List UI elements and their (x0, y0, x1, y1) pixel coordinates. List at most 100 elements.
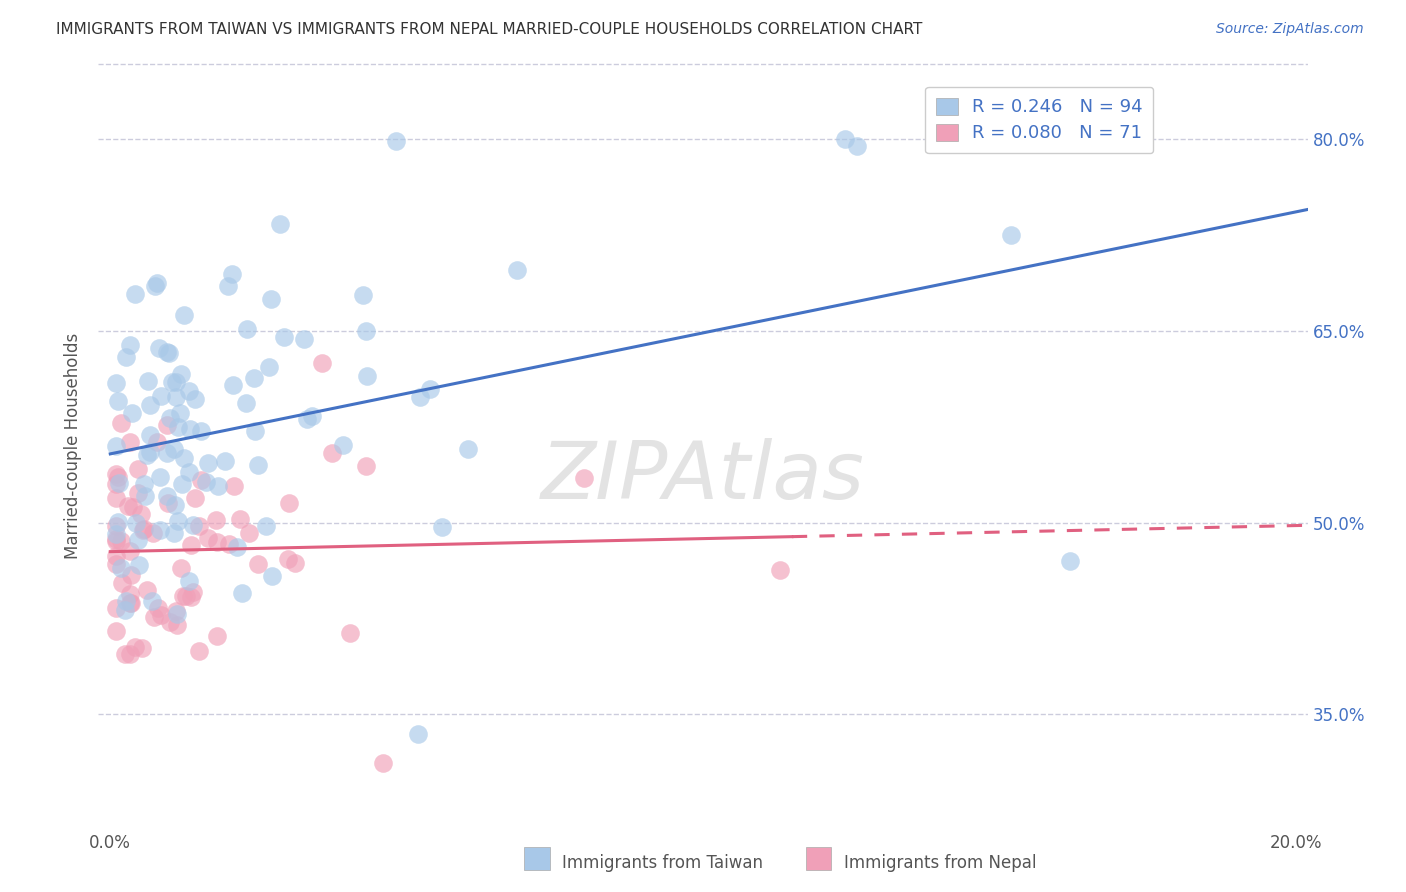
Text: Immigrants from Taiwan: Immigrants from Taiwan (562, 855, 763, 872)
Point (352, 288, 374, 302)
Point (294, 332, 316, 346)
Point (105, 558, 128, 572)
Point (105, 601, 128, 615)
Point (156, 417, 179, 432)
Point (143, 279, 166, 293)
Point (118, 338, 141, 352)
Point (124, 287, 146, 301)
Point (205, 535, 228, 549)
Point (214, 454, 236, 468)
Point (120, 647, 142, 661)
Y-axis label: Married-couple Households: Married-couple Households (65, 333, 83, 559)
FancyBboxPatch shape (806, 847, 831, 870)
Point (105, 532, 128, 546)
Point (166, 420, 188, 434)
Point (149, 607, 172, 622)
Point (120, 596, 142, 610)
Point (131, 641, 153, 656)
Point (149, 469, 172, 483)
Point (110, 560, 132, 574)
Point (229, 511, 252, 525)
Point (165, 604, 187, 618)
Point (156, 446, 179, 460)
Text: ZIPAtlas: ZIPAtlas (541, 438, 865, 516)
Point (269, 217, 291, 231)
Point (114, 593, 136, 607)
Point (107, 393, 129, 408)
Point (105, 624, 128, 638)
Point (1059, 554, 1081, 568)
Point (125, 516, 148, 530)
Point (184, 491, 207, 505)
Point (172, 477, 194, 491)
Point (165, 375, 187, 389)
Point (222, 377, 245, 392)
Point (163, 525, 186, 540)
Point (163, 442, 186, 456)
Point (432, 519, 454, 533)
Point (419, 382, 441, 396)
Legend: R = 0.246   N = 94, R = 0.080   N = 71: R = 0.246 N = 94, R = 0.080 N = 71 (925, 87, 1153, 153)
Point (118, 587, 141, 601)
Point (156, 345, 179, 359)
Point (260, 569, 283, 583)
Point (114, 603, 136, 617)
Point (226, 540, 249, 554)
Point (105, 376, 128, 390)
Point (179, 384, 201, 398)
Point (339, 625, 361, 640)
Point (120, 435, 142, 450)
Point (139, 428, 162, 442)
Point (105, 467, 128, 481)
Point (134, 522, 156, 536)
Point (180, 591, 202, 605)
Point (124, 640, 146, 654)
Point (187, 519, 209, 533)
Point (356, 368, 378, 383)
Point (122, 500, 145, 514)
Point (409, 391, 432, 405)
Point (385, 134, 408, 148)
Point (277, 496, 299, 510)
Point (166, 607, 188, 622)
Point (132, 477, 155, 491)
Point (145, 276, 167, 290)
Point (149, 523, 172, 537)
Point (172, 589, 194, 603)
Point (235, 396, 257, 410)
Point (190, 424, 212, 438)
Point (163, 499, 186, 513)
Point (105, 527, 128, 541)
Point (107, 515, 129, 529)
Point (295, 412, 318, 426)
Point (222, 478, 245, 492)
Point (256, 519, 278, 533)
Point (311, 356, 333, 370)
Point (157, 346, 180, 360)
Point (180, 538, 202, 552)
Point (107, 470, 129, 484)
Point (170, 367, 193, 381)
Point (204, 513, 226, 527)
Point (127, 533, 149, 548)
Point (117, 499, 139, 513)
Point (207, 629, 229, 643)
Point (127, 462, 149, 476)
Point (115, 351, 138, 365)
Point (110, 533, 132, 548)
Point (156, 489, 179, 503)
Point (179, 466, 201, 480)
Point (321, 446, 343, 460)
Point (197, 456, 219, 470)
Point (179, 422, 201, 436)
Point (169, 406, 191, 420)
Point (160, 375, 183, 389)
Point (170, 561, 193, 575)
Point (105, 491, 128, 506)
Point (243, 370, 266, 384)
Point (148, 341, 170, 355)
Point (174, 589, 197, 603)
Point (159, 411, 181, 425)
Point (301, 409, 323, 424)
Point (146, 435, 169, 450)
